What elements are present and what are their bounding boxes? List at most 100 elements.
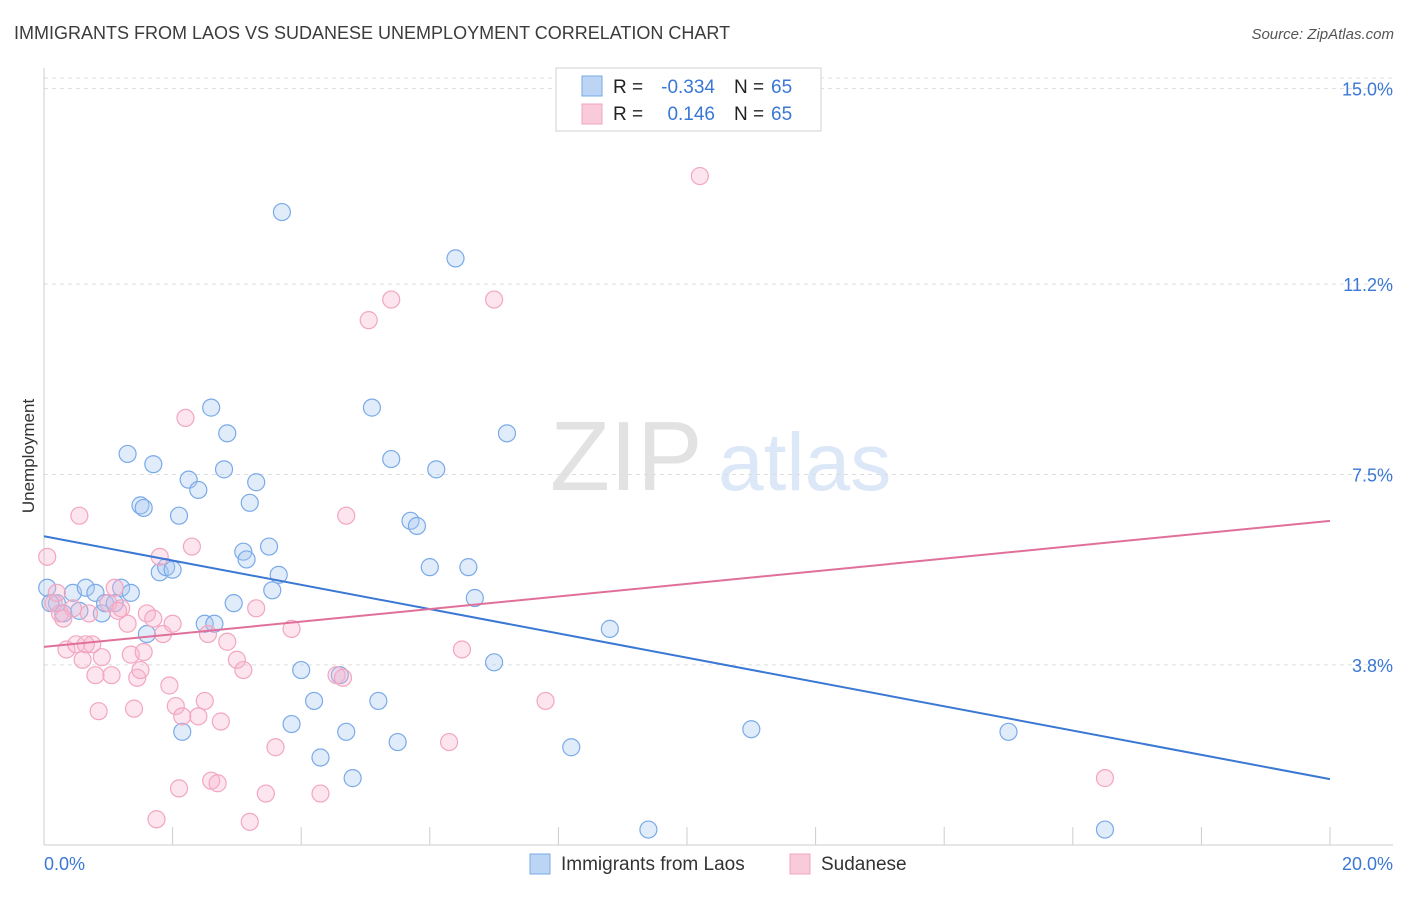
sudanese-point: [112, 599, 131, 618]
laos-point: [224, 594, 243, 613]
chart-title: IMMIGRANTS FROM LAOS VS SUDANESE UNEMPLO…: [14, 23, 730, 43]
sudanese-point: [79, 604, 99, 623]
sudanese-point: [124, 699, 144, 718]
laos-point: [173, 722, 192, 741]
y-tick-label: 7.5%: [1352, 466, 1393, 486]
stats-legend-swatch-laos: [581, 75, 603, 97]
series-sudanese-points: [38, 166, 1115, 831]
laos-point: [362, 398, 382, 417]
sudanese-point: [359, 311, 378, 330]
laos-point: [459, 558, 478, 577]
sudanese-point: [173, 707, 192, 726]
sudanese-point: [266, 738, 285, 757]
laos-point: [1095, 820, 1115, 839]
sudanese-point: [227, 650, 246, 669]
y-tick-labels: 15.0% 11.2% 7.5% 3.8%: [1342, 80, 1393, 676]
sudanese-point: [211, 712, 230, 731]
x-tick-label: 0.0%: [44, 854, 85, 874]
laos-point: [131, 496, 150, 515]
laos-point: [343, 769, 362, 788]
sudanese-point: [89, 702, 108, 721]
sudanese-point: [92, 648, 111, 667]
sudanese-point: [38, 547, 57, 566]
laos-point: [311, 748, 330, 767]
chart-source: Source: ZipAtlas.com: [1251, 26, 1394, 43]
sudanese-point: [195, 691, 214, 711]
trend-line-laos: [43, 535, 1331, 781]
x-tick-labels: 0.0% 20.0%: [44, 854, 1393, 874]
laos-point: [163, 560, 182, 579]
sudanese-point: [160, 676, 179, 695]
sudanese-point: [147, 810, 166, 829]
sudanese-point: [485, 290, 504, 309]
legend-label-laos: Immigrants from Laos: [561, 854, 745, 875]
laos-point: [205, 614, 224, 633]
sudanese-point: [218, 632, 237, 651]
laos-point: [562, 738, 581, 757]
laos-point: [337, 722, 356, 741]
laos-point: [214, 460, 234, 479]
series-legend: Immigrants from Laos Sudanese: [529, 853, 907, 875]
laos-point: [427, 460, 446, 479]
sudanese-point: [166, 696, 185, 716]
watermark: ZIP atlas: [550, 401, 891, 511]
laos-point: [446, 249, 465, 268]
sudanese-point: [134, 642, 153, 662]
sudanese-point: [247, 599, 266, 618]
sudanese-point: [690, 166, 709, 186]
x-tick-label: 20.0%: [1342, 854, 1393, 874]
legend-swatch-sudanese: [789, 853, 811, 875]
sudanese-point: [163, 614, 182, 633]
sudanese-point: [47, 583, 66, 602]
sudanese-point: [105, 578, 124, 597]
watermark-zip: ZIP: [550, 401, 702, 511]
sudanese-point: [439, 732, 459, 752]
stats-r-label-sudanese: R =: [613, 104, 643, 125]
laos-point: [999, 722, 1018, 741]
laos-point: [121, 583, 140, 602]
sudanese-point: [182, 537, 201, 556]
sudanese-point: [144, 609, 163, 628]
sudanese-point: [256, 784, 275, 803]
sudanese-point: [382, 290, 401, 309]
laos-point: [639, 820, 658, 839]
sudanese-point: [131, 660, 150, 680]
laos-point: [202, 398, 221, 417]
watermark-atlas: atlas: [718, 417, 891, 508]
laos-point: [382, 449, 401, 469]
y-tick-label: 11.2%: [1343, 275, 1393, 295]
sudanese-point: [86, 666, 105, 685]
sudanese-point: [1095, 769, 1115, 788]
laos-point: [369, 691, 388, 711]
laos-point: [600, 619, 619, 638]
laos-point: [282, 714, 301, 734]
y-tick-label: 15.0%: [1342, 80, 1393, 100]
laos-point: [169, 506, 189, 525]
stats-legend: R = -0.334 N = 65 R = 0.146 N = 65: [555, 67, 822, 132]
laos-point: [465, 588, 484, 608]
sudanese-point: [70, 506, 89, 525]
laos-point: [259, 537, 279, 556]
stats-n-value-sudanese: 65: [771, 104, 792, 125]
sudanese-point: [169, 779, 189, 798]
laos-point: [247, 473, 266, 492]
laos-point: [497, 424, 517, 443]
laos-point: [388, 732, 407, 752]
legend-label-sudanese: Sudanese: [821, 854, 907, 875]
laos-point: [195, 614, 214, 633]
laos-point: [272, 202, 292, 222]
laos-point: [76, 578, 95, 597]
stats-r-value-sudanese: 0.146: [667, 104, 715, 125]
laos-point: [263, 581, 282, 600]
laos-point: [304, 691, 324, 711]
series-laos-points: [38, 202, 1115, 839]
laos-point: [118, 444, 137, 464]
legend-swatch-laos: [529, 853, 551, 875]
stats-n-label-laos: N =: [734, 77, 764, 98]
sudanese-point: [337, 506, 356, 525]
laos-point: [134, 498, 153, 518]
laos-point: [240, 493, 259, 512]
sudanese-point: [234, 660, 253, 680]
sudanese-point: [333, 668, 353, 687]
sudanese-point: [83, 635, 102, 654]
